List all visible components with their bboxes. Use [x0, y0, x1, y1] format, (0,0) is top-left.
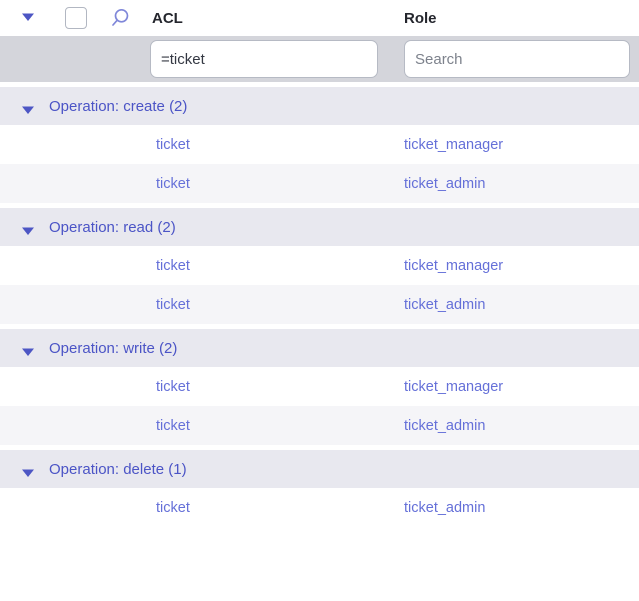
role-link[interactable]: ticket_manager — [404, 136, 504, 153]
role-link[interactable]: ticket_admin — [404, 499, 486, 516]
group-read: Operation: read (2) ticket ticket_manage… — [0, 208, 639, 324]
role-cell: ticket_admin — [404, 418, 485, 434]
group-header[interactable]: Operation: write (2) — [0, 329, 639, 367]
role-cell: ticket_admin — [404, 500, 485, 516]
role-link[interactable]: ticket_manager — [404, 378, 504, 395]
acl-link[interactable]: ticket — [156, 296, 190, 313]
table-row[interactable]: ticket ticket_admin — [0, 164, 639, 203]
role-link[interactable]: ticket_admin — [404, 296, 486, 313]
acl-link[interactable]: ticket — [156, 175, 190, 192]
table-row[interactable]: ticket ticket_manager — [0, 125, 639, 164]
group-label: Operation: create (2) — [49, 97, 188, 115]
select-all-checkbox[interactable] — [65, 7, 87, 29]
acl-cell: ticket — [156, 176, 396, 192]
search-icon[interactable] — [110, 8, 130, 28]
acl-cell: ticket — [156, 258, 396, 274]
caret-down-icon[interactable] — [21, 223, 35, 235]
role-cell: ticket_admin — [404, 176, 485, 192]
acl-cell: ticket — [156, 500, 396, 516]
column-header-acl[interactable]: ACL — [152, 9, 183, 27]
acl-link[interactable]: ticket — [156, 417, 190, 434]
table-row[interactable]: ticket ticket_admin — [0, 488, 639, 527]
acl-link[interactable]: ticket — [156, 378, 190, 395]
filter-row — [0, 36, 639, 82]
table-row[interactable]: ticket ticket_manager — [0, 246, 639, 285]
list-header-row: ACL Role — [0, 0, 639, 36]
acl-cell: ticket — [156, 137, 396, 153]
group-header[interactable]: Operation: create (2) — [0, 87, 639, 125]
group-create: Operation: create (2) ticket ticket_mana… — [0, 87, 639, 203]
table-row[interactable]: ticket ticket_manager — [0, 367, 639, 406]
role-cell: ticket_manager — [404, 258, 503, 274]
group-label: Operation: delete (1) — [49, 460, 187, 478]
group-write: Operation: write (2) ticket ticket_manag… — [0, 329, 639, 445]
table-row[interactable]: ticket ticket_admin — [0, 406, 639, 445]
acl-filter-input[interactable] — [150, 40, 378, 78]
acl-cell: ticket — [156, 418, 396, 434]
list-context-caret-icon[interactable] — [21, 12, 35, 22]
column-header-role[interactable]: Role — [404, 9, 437, 27]
role-cell: ticket_manager — [404, 137, 503, 153]
acl-cell: ticket — [156, 297, 396, 313]
acl-link[interactable]: ticket — [156, 257, 190, 274]
role-cell: ticket_manager — [404, 379, 503, 395]
acl-link[interactable]: ticket — [156, 136, 190, 153]
group-header[interactable]: Operation: read (2) — [0, 208, 639, 246]
group-header[interactable]: Operation: delete (1) — [0, 450, 639, 488]
acl-link[interactable]: ticket — [156, 499, 190, 516]
role-search-input[interactable] — [404, 40, 630, 78]
group-delete: Operation: delete (1) ticket ticket_admi… — [0, 450, 639, 527]
group-label: Operation: write (2) — [49, 339, 178, 357]
caret-down-icon[interactable] — [21, 102, 35, 114]
role-cell: ticket_admin — [404, 297, 485, 313]
group-label: Operation: read (2) — [49, 218, 176, 236]
caret-down-icon[interactable] — [21, 465, 35, 477]
acl-cell: ticket — [156, 379, 396, 395]
role-link[interactable]: ticket_manager — [404, 257, 504, 274]
caret-down-icon[interactable] — [21, 344, 35, 356]
role-link[interactable]: ticket_admin — [404, 417, 486, 434]
role-link[interactable]: ticket_admin — [404, 175, 486, 192]
table-row[interactable]: ticket ticket_admin — [0, 285, 639, 324]
